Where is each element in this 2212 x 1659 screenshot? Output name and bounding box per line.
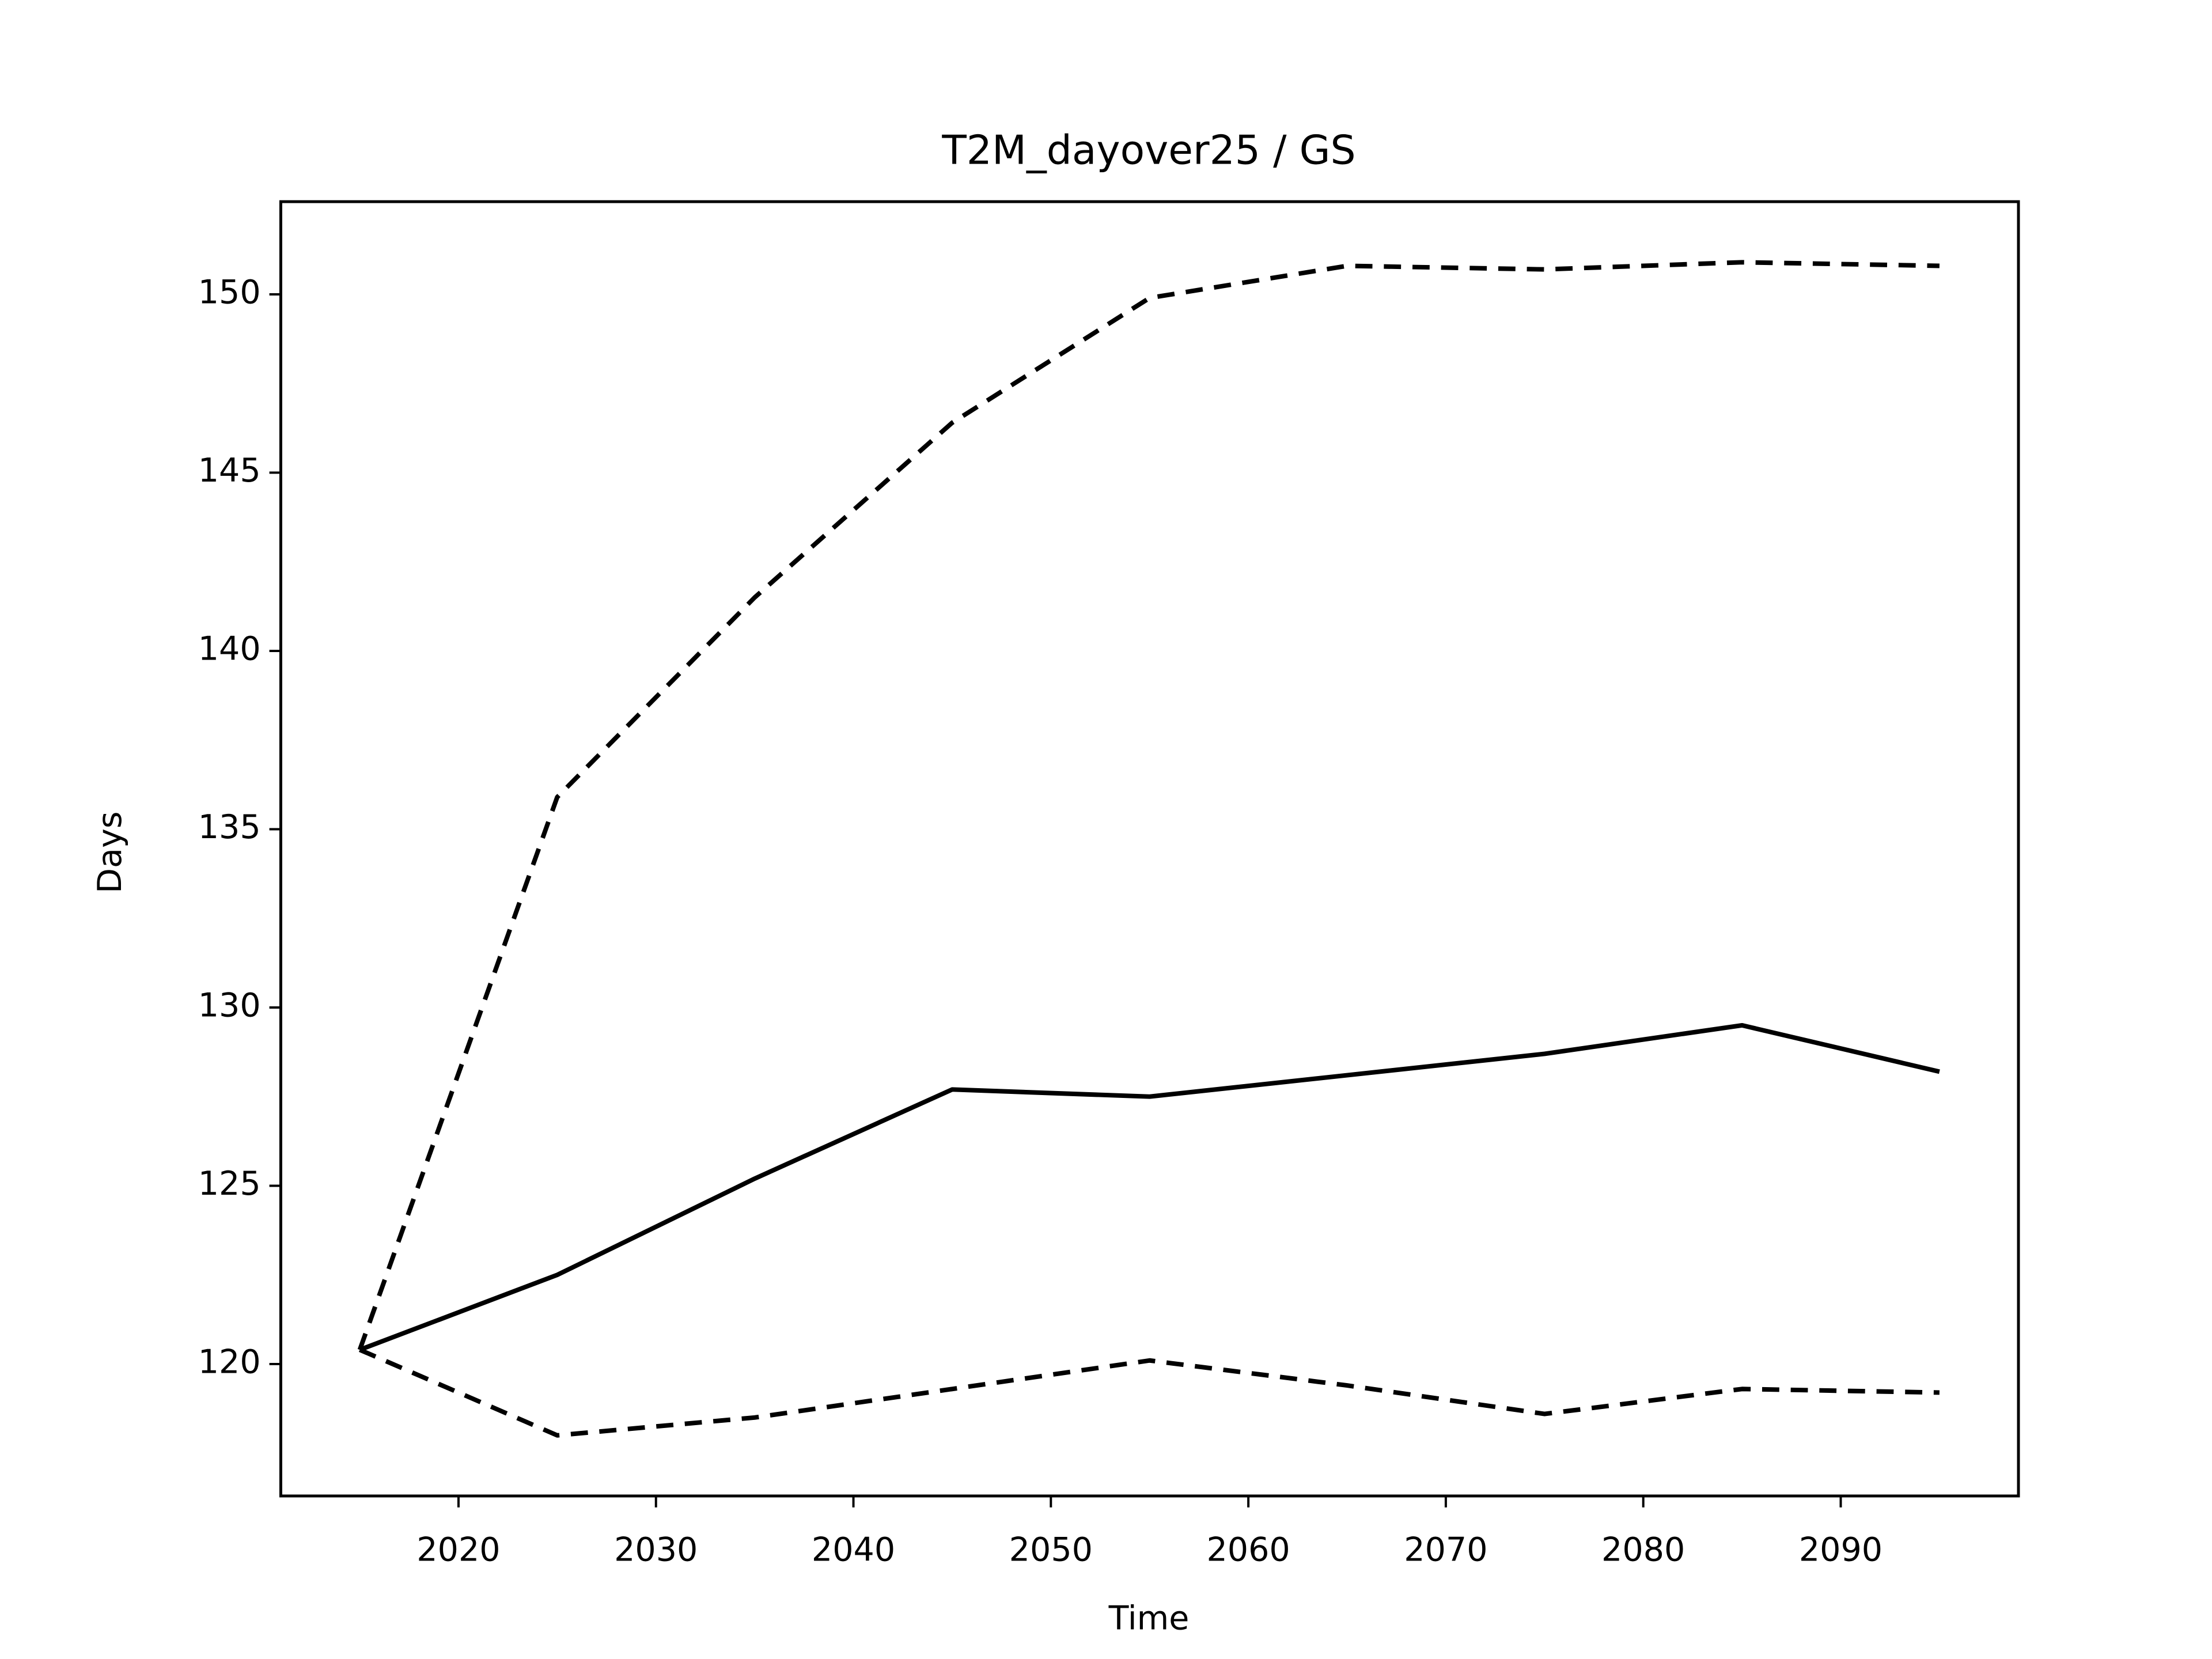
y-tick-label: 130 [198,987,261,1025]
y-tick-label: 135 [198,808,261,846]
x-axis-label: Time [1108,1600,1190,1638]
x-tick-label: 2030 [614,1531,698,1569]
chart-title: T2M_dayover25 / GS [941,127,1355,174]
y-tick-label: 150 [198,274,261,312]
x-tick-label: 2060 [1206,1531,1290,1569]
y-tick-label: 120 [198,1343,261,1381]
x-tick-label: 2050 [1009,1531,1093,1569]
x-tick-label: 2090 [1799,1531,1883,1569]
series-line [357,260,1940,1351]
y-tick-label: 140 [198,630,261,668]
x-tick-label: 2080 [1601,1531,1685,1569]
plot-frame [279,200,2020,1498]
x-tick-label: 2020 [416,1531,500,1569]
y-tick-label: 145 [198,452,261,490]
x-tick-label: 2040 [812,1531,895,1569]
series-line [358,1347,1940,1438]
series-line [359,1022,1940,1352]
y-tick-label: 125 [198,1165,261,1203]
y-axis-label: Days [91,811,129,893]
x-tick-label: 2070 [1404,1531,1487,1569]
